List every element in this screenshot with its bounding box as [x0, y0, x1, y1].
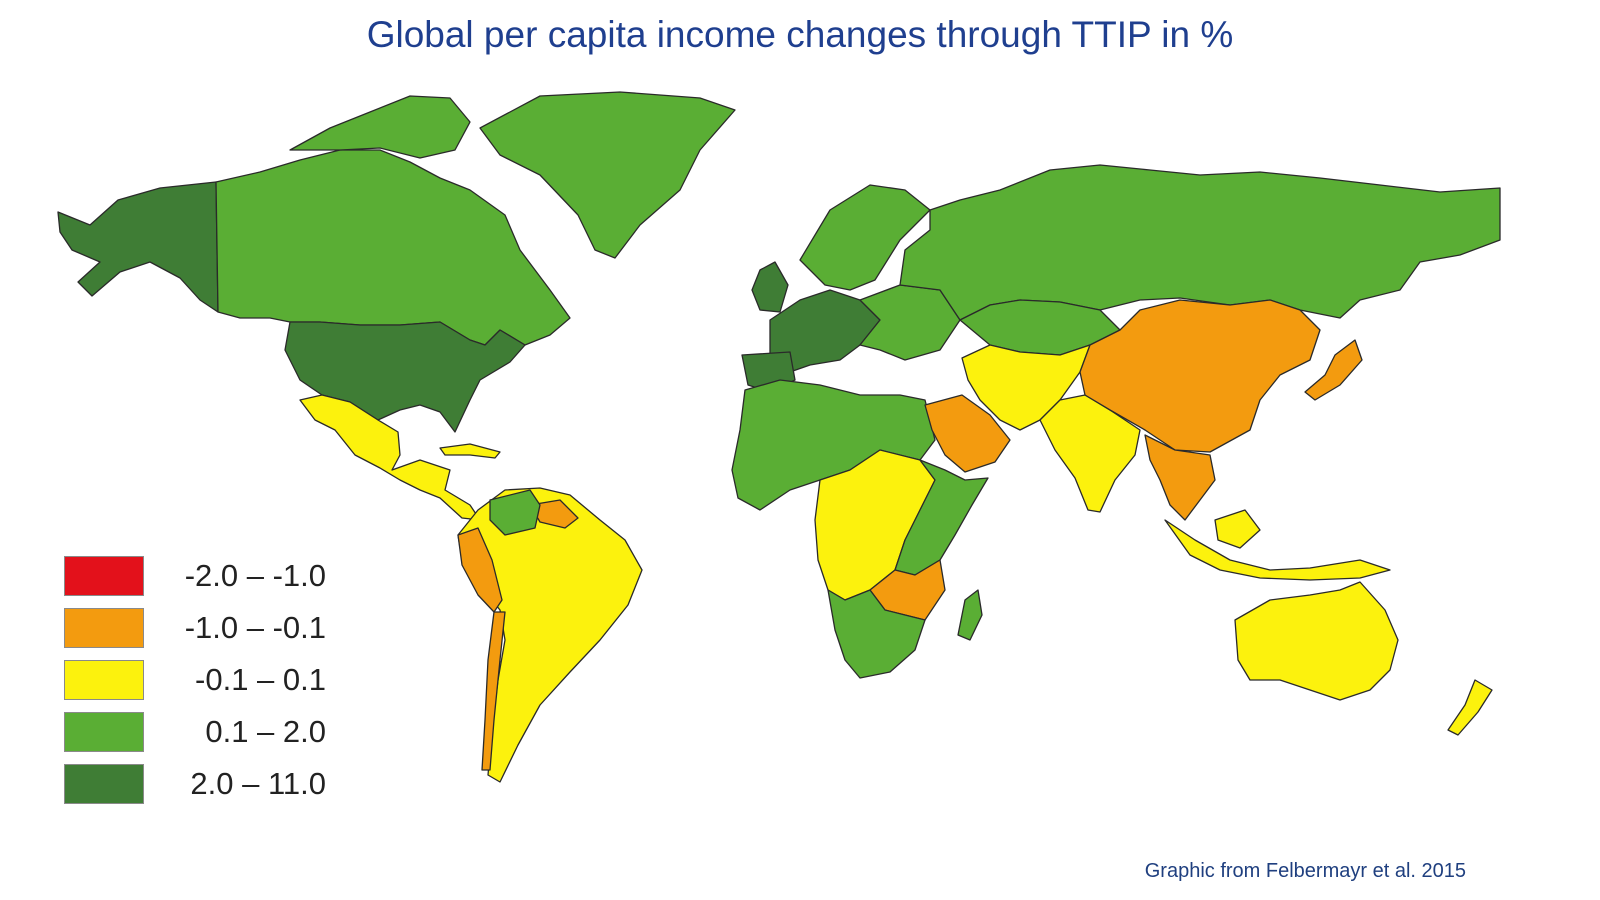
- legend-swatch-5: [64, 764, 144, 804]
- region-alaska: [57, 181, 219, 313]
- legend-label-3: -0.1 – 0.1: [195, 662, 326, 697]
- region-china: [1079, 299, 1321, 453]
- region-southern-africa: [827, 589, 926, 679]
- legend-label-2: -1.0 – -0.1: [184, 610, 326, 645]
- region-uk: [751, 261, 789, 313]
- legend-swatch-1: [64, 556, 144, 596]
- region-canada: [215, 149, 571, 346]
- legend-label-1: -2.0 – -1.0: [184, 558, 326, 593]
- region-india: [1039, 394, 1141, 513]
- region-mexico: [299, 394, 481, 521]
- legend-item-4: 0.1 – 2.0: [64, 712, 326, 752]
- region-borneo: [1214, 509, 1261, 549]
- source-credit: Graphic from Felbermayr et al. 2015: [1144, 860, 1466, 882]
- legend-label-4: 0.1 – 2.0: [205, 714, 326, 749]
- region-japan: [1304, 339, 1363, 401]
- region-australia: [1234, 581, 1399, 701]
- legend-item-5: 2.0 – 11.0: [64, 764, 326, 804]
- legend-swatch-3: [64, 660, 144, 700]
- region-greenland: [479, 91, 736, 259]
- legend-label-5: 2.0 – 11.0: [190, 766, 326, 801]
- legend-swatch-2: [64, 608, 144, 648]
- region-chile: [481, 611, 506, 771]
- region-guianas: [529, 499, 579, 529]
- region-peru: [457, 527, 503, 613]
- region-russia: [899, 164, 1501, 321]
- region-indonesia: [1164, 519, 1391, 581]
- region-new-zealand: [1447, 679, 1493, 736]
- region-saudi-arabia: [924, 394, 1011, 473]
- map-title: Global per capita income changes through…: [366, 14, 1234, 55]
- legend-swatch-4: [64, 712, 144, 752]
- region-southeast-asia: [1144, 434, 1216, 521]
- region-arctic-islands: [289, 95, 471, 159]
- region-colombia-venezuela: [489, 489, 541, 536]
- region-caribbean: [439, 443, 501, 459]
- region-madagascar: [957, 589, 983, 641]
- legend-item-3: -0.1 – 0.1: [64, 660, 326, 700]
- legend-item-1: -2.0 – -1.0: [64, 556, 326, 596]
- region-scandinavia: [799, 184, 931, 291]
- legend-item-2: -1.0 – -0.1: [64, 608, 326, 648]
